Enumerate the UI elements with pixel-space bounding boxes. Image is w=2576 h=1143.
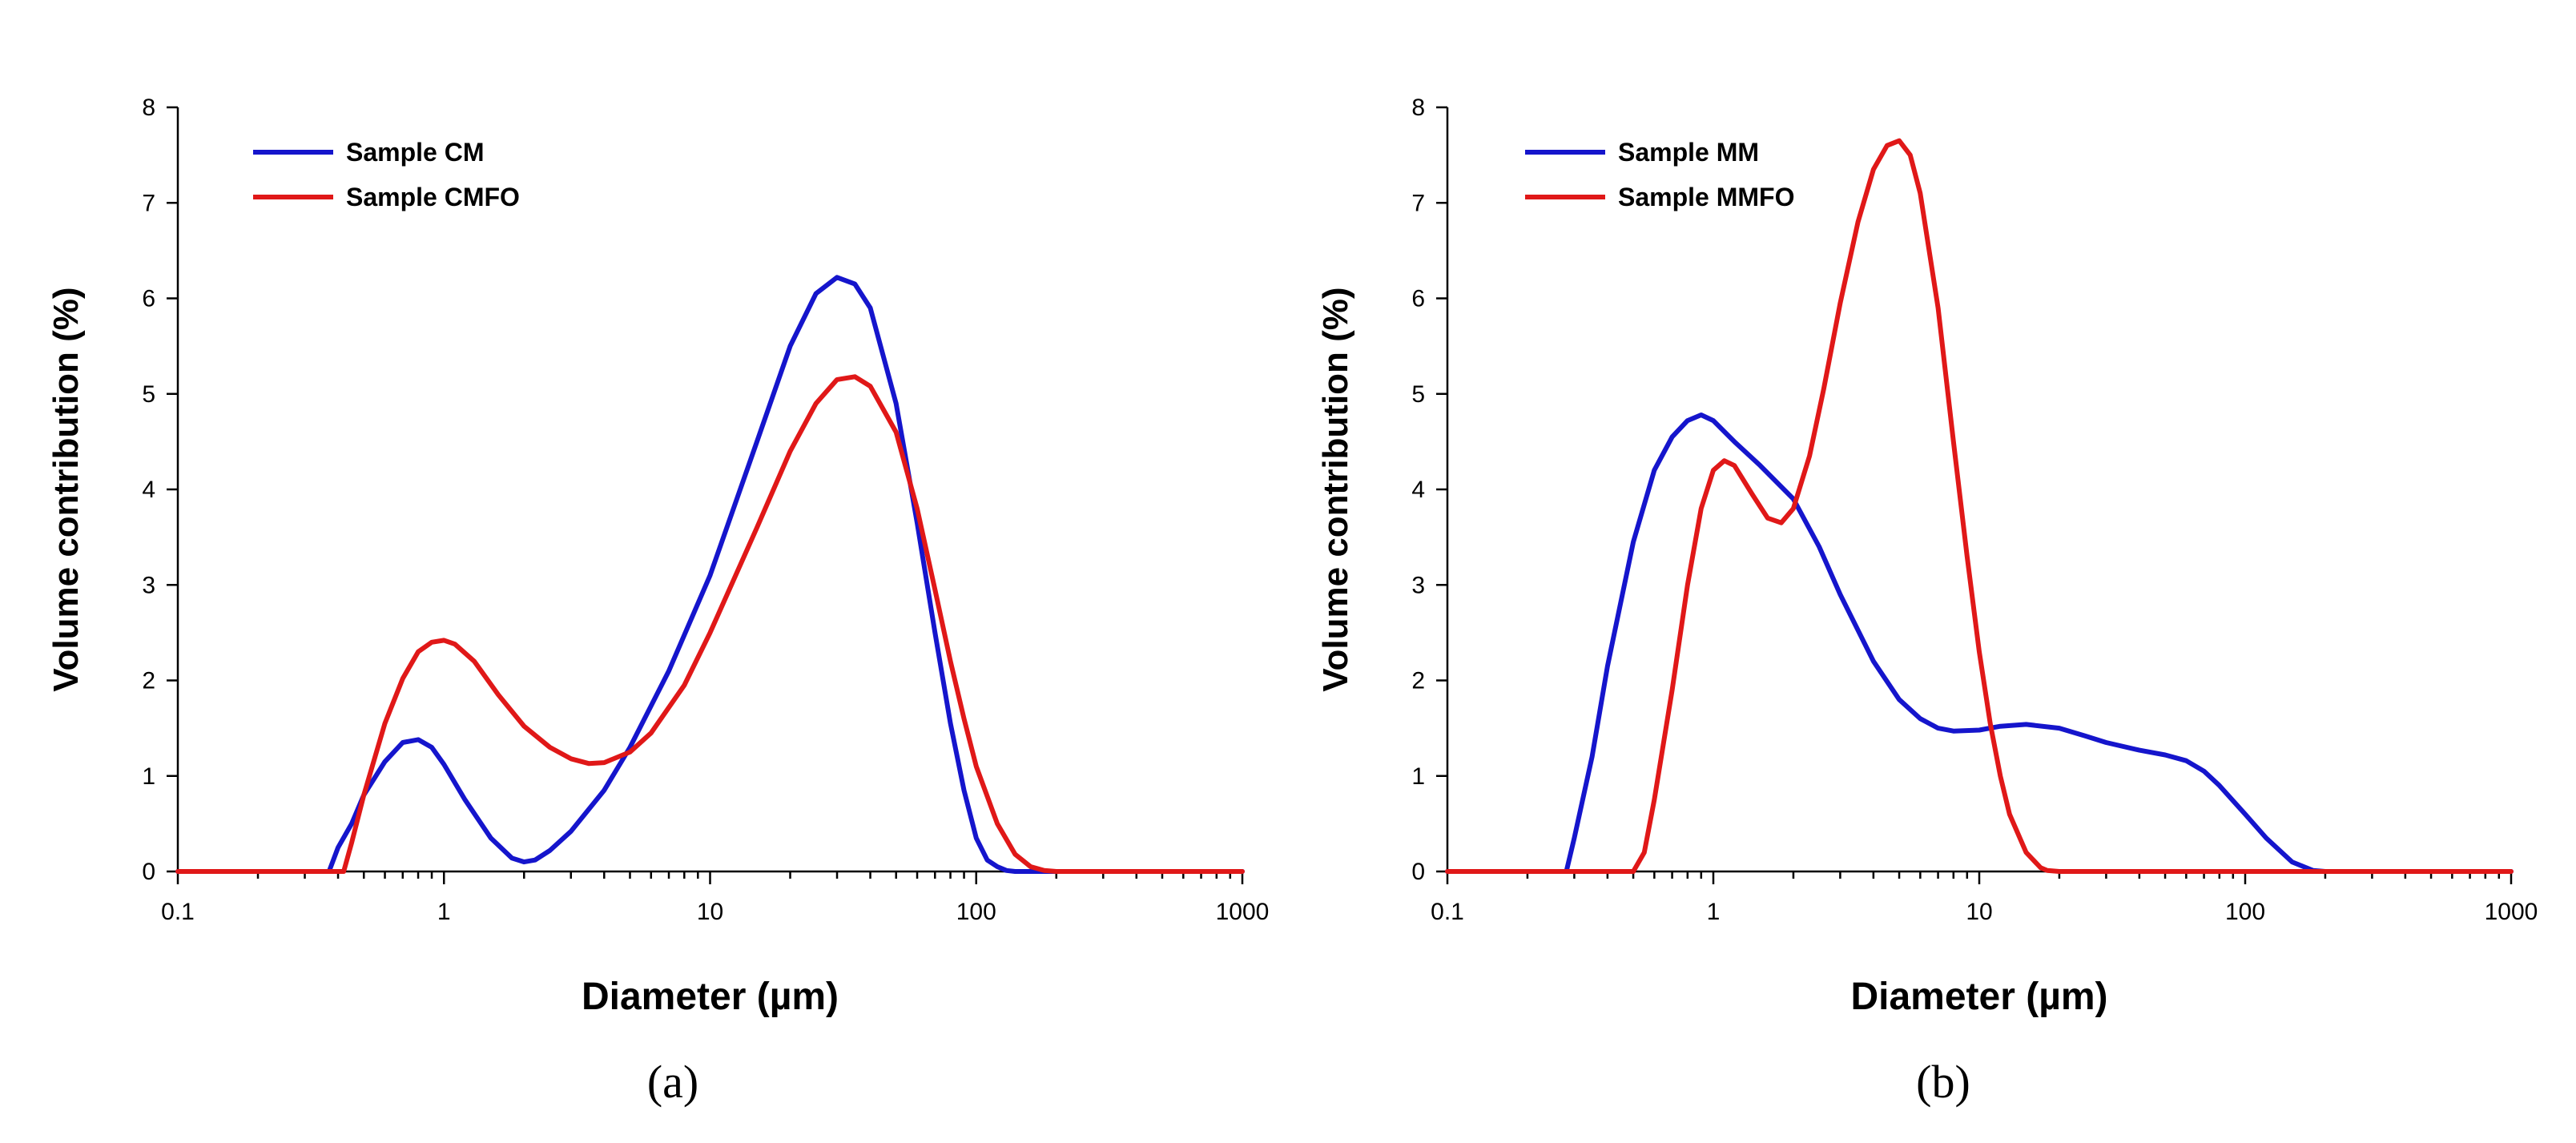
y-tick-label: 3: [142, 572, 155, 598]
x-tick-label: 10: [697, 899, 723, 925]
legend-label: Sample CM: [346, 138, 484, 167]
x-tick-label: 10: [1966, 899, 1992, 925]
y-tick-label: 6: [1411, 286, 1425, 312]
panel-label: (a): [647, 1056, 698, 1108]
y-tick-label: 7: [142, 190, 155, 216]
y-tick-label: 2: [142, 668, 155, 694]
y-tick-label: 3: [1411, 572, 1425, 598]
series-line-sample-mm: [1445, 413, 2514, 874]
y-axis-title: Volume contribution (%): [46, 287, 86, 691]
y-tick-label: 1: [1411, 763, 1425, 790]
series-line-sample-cm: [175, 275, 1245, 874]
y-tick-label: 8: [1411, 95, 1425, 121]
x-axis-title: Diameter (µm): [1850, 976, 2107, 1018]
y-tick-label: 5: [1411, 381, 1425, 408]
y-tick-label: 2: [1411, 668, 1425, 694]
x-tick-label: 0.1: [1431, 899, 1464, 925]
y-tick-label: 5: [142, 381, 155, 408]
x-tick-label: 0.1: [161, 899, 195, 925]
x-tick-label: 1: [437, 899, 451, 925]
x-tick-label: 1: [1707, 899, 1721, 925]
chart-panel-b: 0 1 2 3 4 5 6 7 8 0.1 1 10 100 1000 Volume contributio…: [1316, 95, 2538, 1108]
x-tick-label: 100: [2225, 899, 2265, 925]
series-line-sample-cmfo: [175, 374, 1245, 874]
x-tick-label: 1000: [2485, 899, 2538, 925]
legend-label: Sample MMFO: [1618, 183, 1794, 211]
y-tick-label: 4: [142, 477, 155, 503]
y-tick-label: 4: [1411, 477, 1425, 503]
x-axis-title: Diameter (µm): [582, 976, 839, 1018]
y-tick-label: 0: [1411, 859, 1425, 885]
y-tick-label: 6: [142, 286, 155, 312]
legend-label: Sample MM: [1618, 138, 1759, 167]
series-line-sample-mmfo: [1445, 138, 2514, 874]
chart-panel-a: 0 1 2 3 4 5 6 7 8 0.1 1 10 100 1000 Volume contributio…: [46, 95, 1269, 1108]
y-tick-label: 1: [142, 763, 155, 790]
y-axis-title: Volume contribution (%): [1316, 287, 1355, 691]
legend-label: Sample CMFO: [346, 183, 520, 211]
x-tick-label: 100: [956, 899, 996, 925]
y-tick-label: 7: [1411, 190, 1425, 216]
y-tick-label: 8: [142, 95, 155, 121]
x-tick-label: 1000: [1216, 899, 1270, 925]
y-tick-label: 0: [142, 859, 155, 885]
panel-label: (b): [1916, 1056, 1970, 1108]
